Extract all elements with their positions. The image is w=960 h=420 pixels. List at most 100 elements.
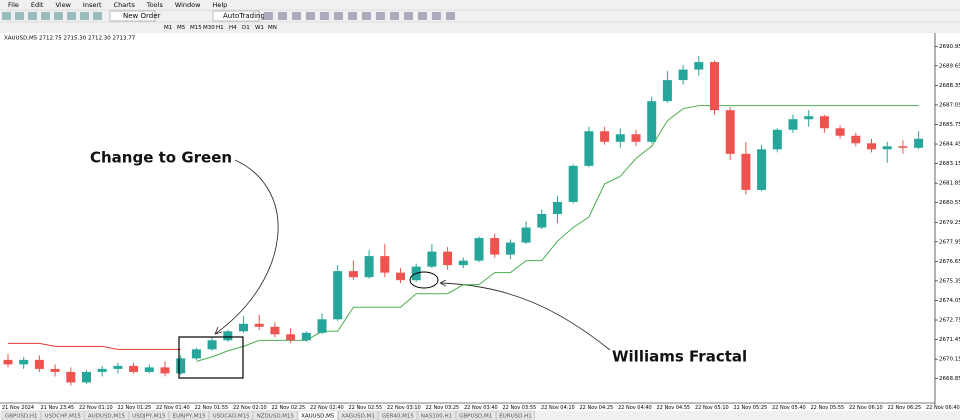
arrowhead — [439, 279, 447, 287]
tab[interactable] — [41, 410, 85, 420]
x-tick-label: 22 Nov 06:40 — [926, 405, 960, 411]
tab-label[interactable]: EURJPY,M15 — [173, 414, 206, 420]
autotrading-label[interactable]: AutoTrading — [223, 12, 265, 20]
toolbar-icon[interactable] — [278, 12, 287, 20]
candle-body — [380, 256, 390, 273]
x-tick-label: 22 Nov 05:40 — [772, 405, 806, 411]
menu-item[interactable]: Tools — [146, 1, 164, 9]
toolbar-icon[interactable] — [320, 12, 329, 20]
toolbar-icon[interactable] — [432, 12, 441, 20]
tab-label[interactable]: XAGUSD,M1 — [341, 414, 374, 420]
x-tick-label: 22 Nov 04:40 — [618, 405, 652, 411]
tab[interactable] — [496, 410, 535, 420]
candle-body — [725, 110, 735, 154]
candle-body — [882, 146, 892, 150]
x-tick-label: 22 Nov 01:25 — [118, 405, 152, 411]
toolbar-icon[interactable] — [362, 12, 371, 20]
toolbar-icon[interactable] — [80, 12, 89, 20]
tab-label[interactable]: GBPUSD,H1 — [5, 414, 38, 420]
tab[interactable] — [378, 410, 418, 420]
menu-item[interactable]: File — [8, 1, 19, 9]
y-tick-label: 2680.55 — [939, 200, 960, 206]
tab[interactable] — [1, 410, 41, 420]
x-tick-label: 22 Nov 06:10 — [849, 405, 883, 411]
tab[interactable] — [297, 410, 338, 420]
tab-label[interactable]: GER40,M15 — [382, 414, 415, 420]
tab-label[interactable]: USDCAD,M15 — [213, 414, 251, 420]
menu-item[interactable]: Charts — [114, 1, 136, 9]
toolbar-icon[interactable] — [28, 12, 37, 20]
toolbar-icon[interactable] — [404, 12, 413, 20]
candle-body — [223, 331, 233, 341]
toolbar-icon[interactable] — [334, 12, 343, 20]
x-tick-label: 22 Nov 05:25 — [734, 405, 768, 411]
toolbar-icon[interactable] — [348, 12, 357, 20]
toolbar-icon[interactable] — [390, 12, 399, 20]
menu-item[interactable]: Help — [212, 1, 227, 9]
tab-label[interactable]: NZDUSD,M15 — [257, 414, 295, 420]
toolbar-icon[interactable] — [93, 12, 102, 20]
tab[interactable] — [169, 410, 209, 420]
toolbar-icon[interactable] — [54, 12, 63, 20]
highlight-box — [178, 336, 244, 379]
timeframe-button[interactable]: H4 — [229, 25, 237, 31]
timeframe-button[interactable]: M1 — [164, 25, 172, 31]
autotrading-button[interactable] — [212, 10, 260, 22]
toolbar-icon[interactable] — [15, 12, 24, 20]
y-tick-label: 2687.05 — [939, 102, 960, 108]
y-tick-label: 2689.65 — [939, 63, 960, 69]
toolbar-icon[interactable] — [376, 12, 385, 20]
toolbar-icon[interactable] — [446, 12, 455, 20]
timeframe-button[interactable]: M30 — [203, 25, 215, 31]
candle-body — [160, 367, 170, 374]
tab-label[interactable]: XAUUSD,M5 — [301, 414, 335, 420]
x-tick-label: 22 Nov 06:25 — [888, 405, 922, 411]
tab[interactable] — [455, 410, 496, 420]
menu-item[interactable]: Window — [175, 1, 201, 9]
tab-label[interactable]: USDJPY,M15 — [132, 414, 166, 420]
tab[interactable] — [253, 410, 298, 420]
tab-label[interactable]: USDCHF,M15 — [45, 414, 82, 420]
toolbar-icon[interactable] — [306, 12, 315, 20]
tab[interactable] — [338, 410, 379, 420]
toolbar-icon[interactable] — [264, 12, 273, 20]
tab-label[interactable]: GBPUSD,M1 — [459, 414, 492, 420]
timeframe-button[interactable]: MN — [268, 25, 277, 31]
toolbar-icon[interactable] — [67, 12, 76, 20]
candle-body — [333, 271, 343, 320]
timeframe-button[interactable]: H1 — [216, 25, 224, 31]
toolbar-icon[interactable] — [292, 12, 301, 20]
y-tick-label: 2684.45 — [939, 142, 960, 148]
tab-label[interactable]: NAS100,H1 — [421, 414, 452, 420]
tab[interactable] — [209, 410, 253, 420]
candle-body — [34, 359, 44, 369]
menu-item[interactable]: View — [55, 1, 71, 9]
tab[interactable] — [417, 410, 456, 420]
timeframe-button[interactable]: W1 — [255, 25, 264, 31]
tab[interactable] — [128, 410, 169, 420]
tab[interactable] — [84, 410, 129, 420]
timeframe-button[interactable]: M15 — [190, 25, 202, 31]
new-order-button[interactable] — [109, 10, 156, 22]
candle-body — [19, 359, 29, 365]
x-tick-label: 22 Nov 02:40 — [310, 405, 344, 411]
tab-label[interactable]: EURUSD,H1 — [499, 414, 531, 420]
toolbar-icon[interactable] — [41, 12, 50, 20]
timeframe-button[interactable]: D1 — [242, 25, 250, 31]
candle-body — [662, 80, 672, 102]
new-order-label[interactable]: New Order — [123, 12, 161, 20]
x-tick-label: 22 Nov 04:55 — [657, 405, 691, 411]
x-tick-label: 22 Nov 02:10 — [233, 405, 267, 411]
timeframe-button[interactable]: M5 — [177, 25, 186, 31]
highlight-ellipse — [409, 271, 439, 289]
toolbar-icon[interactable] — [418, 12, 427, 20]
toolbar-icon[interactable] — [2, 12, 11, 20]
menu-item[interactable]: Insert — [83, 1, 102, 9]
candle-body — [835, 128, 845, 136]
candle-body — [521, 227, 531, 243]
menu-item[interactable]: Edit — [31, 1, 44, 9]
x-tick-label: 22 Nov 05:55 — [811, 405, 845, 411]
tab-label[interactable]: AUDUSD,M15 — [88, 414, 126, 420]
